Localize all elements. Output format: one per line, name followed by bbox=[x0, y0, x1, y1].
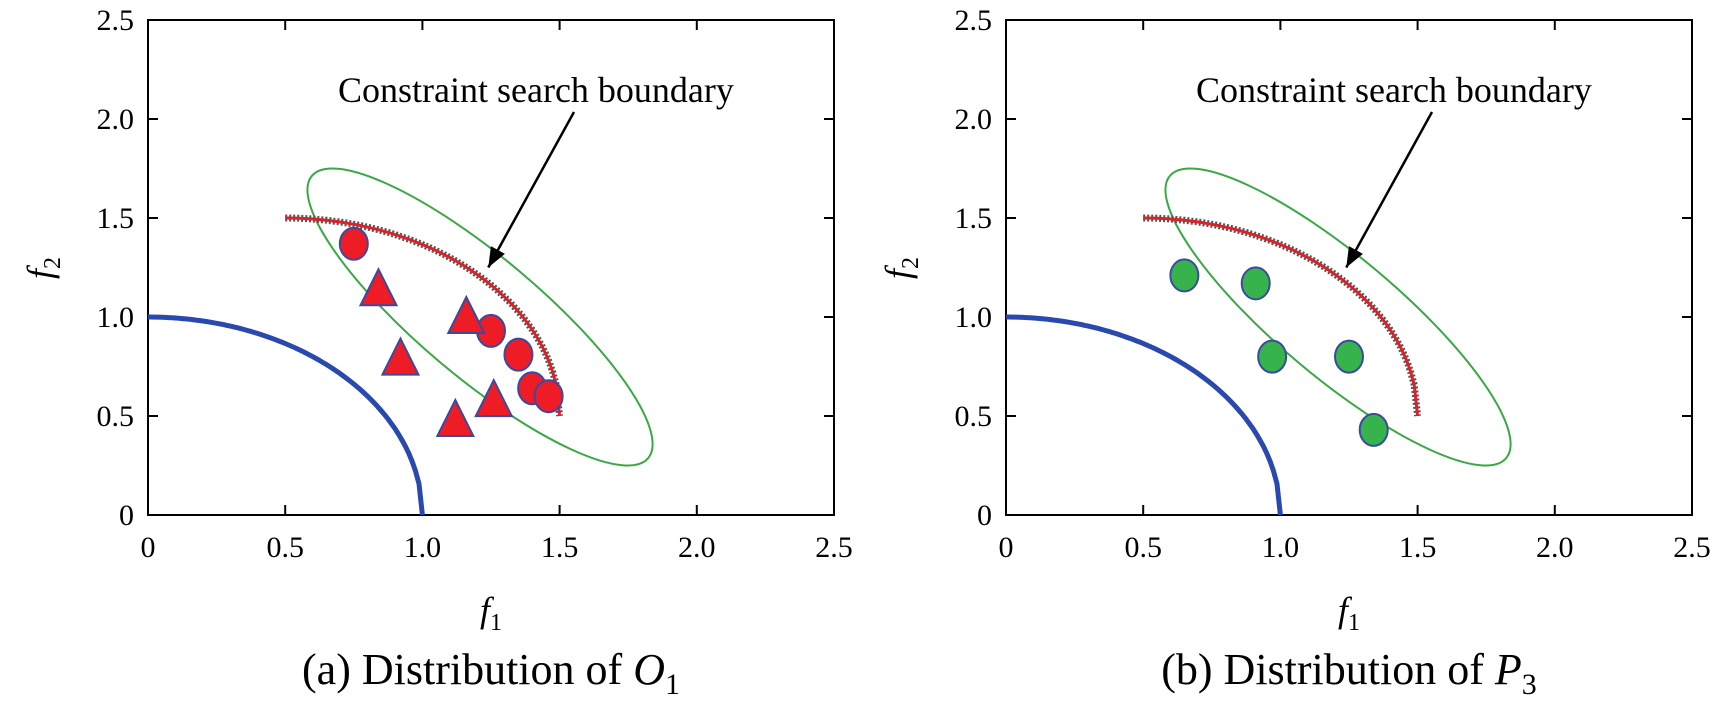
panel-b: 0 0.5 1.0 1.5 2.0 2.5 0 0.5 1.0 1.5 2.0 2.5 Constr… bbox=[878, 4, 1711, 701]
y-tick-label: 0.5 bbox=[955, 400, 993, 433]
x-tick-label: 2.0 bbox=[678, 531, 716, 564]
y-tick-label: 2.5 bbox=[97, 4, 135, 37]
y-tick-label: 0 bbox=[977, 499, 992, 532]
x-tick-label: 0 bbox=[141, 531, 156, 564]
panel-caption: (a) Distribution of O1 bbox=[302, 645, 680, 701]
y-axis-label-subscript: 2 bbox=[898, 257, 924, 269]
caption-prefix: (a) Distribution of bbox=[302, 645, 633, 694]
y-tick-label: 1.5 bbox=[955, 202, 993, 235]
triangle-point bbox=[446, 294, 486, 334]
triangle-point bbox=[358, 267, 399, 307]
y-tick-label: 2.0 bbox=[955, 103, 993, 136]
caption-symbol: P bbox=[1494, 645, 1522, 694]
y-tick-label: 1.0 bbox=[97, 301, 135, 334]
y-axis-label: f2 bbox=[878, 257, 924, 279]
plot-frame bbox=[147, 19, 835, 516]
triangle-point bbox=[380, 336, 421, 376]
annotation-arrow-head bbox=[1346, 246, 1363, 268]
y-tick-label: 2.0 bbox=[97, 103, 135, 136]
y-tick-label: 1.0 bbox=[955, 301, 993, 334]
svg-text:f2: f2 bbox=[20, 257, 66, 279]
circle-point bbox=[338, 226, 369, 261]
y-tick-label: 0 bbox=[119, 499, 134, 532]
caption-subscript: 1 bbox=[665, 668, 680, 701]
x-axis-label: f1 bbox=[480, 590, 502, 636]
circle-point bbox=[1358, 412, 1389, 447]
caption-subscript: 3 bbox=[1522, 668, 1537, 701]
annotation-label: Constraint search boundary bbox=[1196, 70, 1592, 110]
triangle-point bbox=[474, 377, 514, 418]
panel-a: 0 0.5 1.0 1.5 2.0 2.5 0 0.5 1.0 1.5 2.0 2.5 Constr… bbox=[20, 4, 853, 701]
y-axis-label: f2 bbox=[20, 257, 66, 279]
circle-point bbox=[1240, 266, 1271, 301]
constraint-boundary-ellipse bbox=[1164, 167, 1512, 467]
shifted-front-curve bbox=[1143, 216, 1420, 417]
x-axis-label: f1 bbox=[1338, 590, 1360, 636]
x-tick-label: 0.5 bbox=[266, 531, 304, 564]
x-tick-label: 1.5 bbox=[1399, 531, 1437, 564]
y-tick-label: 2.5 bbox=[955, 4, 993, 37]
circle-point bbox=[503, 337, 534, 372]
x-tick-label: 1.0 bbox=[1262, 531, 1300, 564]
true-pareto-front-curve bbox=[1006, 314, 1283, 516]
circle-point bbox=[533, 379, 564, 414]
x-tick-label: 0.5 bbox=[1124, 531, 1162, 564]
y-tick-label: 0.5 bbox=[97, 400, 135, 433]
plot-frame bbox=[1005, 19, 1693, 516]
caption-prefix: (b) Distribution of bbox=[1161, 645, 1495, 694]
x-axis-label-subscript: 1 bbox=[490, 610, 502, 636]
reference-front-shadow bbox=[1143, 214, 1422, 417]
y-tick-label: 1.5 bbox=[97, 202, 135, 235]
shifted-front-curve bbox=[285, 216, 562, 417]
annotation-arrow-line bbox=[1345, 111, 1434, 269]
x-tick-label: 1.0 bbox=[404, 531, 442, 564]
annotation-label: Constraint search boundary bbox=[338, 70, 734, 110]
x-tick-label: 2.5 bbox=[1673, 531, 1711, 564]
y-axis-label-subscript: 2 bbox=[40, 257, 66, 269]
circle-point bbox=[1169, 258, 1200, 293]
x-tick-label: 2.5 bbox=[815, 531, 853, 564]
panel-caption: (b) Distribution of P3 bbox=[1161, 645, 1537, 701]
annotation-arrow-line bbox=[487, 111, 576, 269]
annotation-arrow-head bbox=[488, 246, 505, 268]
x-tick-label: 2.0 bbox=[1536, 531, 1574, 564]
svg-text:f2: f2 bbox=[878, 257, 924, 279]
triangle-point bbox=[435, 397, 475, 437]
caption-symbol: O bbox=[633, 645, 665, 694]
true-pareto-front-curve bbox=[148, 314, 425, 516]
circle-point bbox=[1257, 339, 1288, 374]
constraint-boundary-ellipse bbox=[306, 167, 654, 467]
x-tick-label: 1.5 bbox=[541, 531, 579, 564]
x-axis-label-subscript: 1 bbox=[1348, 610, 1360, 636]
circle-point bbox=[1334, 339, 1364, 374]
x-tick-label: 0 bbox=[999, 531, 1014, 564]
